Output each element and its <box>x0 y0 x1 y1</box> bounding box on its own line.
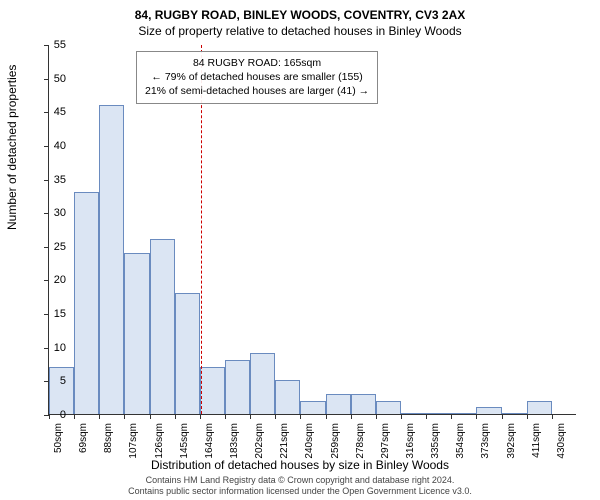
chart-title-main: 84, RUGBY ROAD, BINLEY WOODS, COVENTRY, … <box>0 0 600 22</box>
x-tick-mark <box>351 414 352 419</box>
y-tick-label: 0 <box>26 409 66 421</box>
histogram-bar <box>150 239 175 414</box>
histogram-bar <box>124 253 149 414</box>
histogram-bar <box>451 413 476 414</box>
annotation-line2: ← 79% of detached houses are smaller (15… <box>145 70 369 84</box>
histogram-bar <box>502 413 527 414</box>
histogram-bar <box>200 367 225 414</box>
histogram-bar <box>351 394 376 414</box>
x-tick-mark <box>376 414 377 419</box>
x-tick-mark <box>300 414 301 419</box>
histogram-bar <box>376 401 401 414</box>
y-tick-label: 5 <box>26 375 66 387</box>
x-tick-label: 411sqm <box>531 423 542 458</box>
x-tick-label: 50sqm <box>53 423 64 453</box>
histogram-bar <box>326 394 351 414</box>
x-tick-label: 145sqm <box>179 423 190 459</box>
x-tick-label: 392sqm <box>506 423 517 459</box>
x-tick-mark <box>451 414 452 419</box>
x-tick-mark <box>74 414 75 419</box>
x-tick-label: 88sqm <box>103 423 114 453</box>
x-tick-mark <box>250 414 251 419</box>
footer-line1: Contains HM Land Registry data © Crown c… <box>0 475 600 486</box>
y-tick-label: 45 <box>26 106 66 118</box>
annotation-box: 84 RUGBY ROAD: 165sqm ← 79% of detached … <box>136 51 378 104</box>
y-tick-label: 20 <box>26 274 66 286</box>
x-tick-label: 240sqm <box>304 423 315 459</box>
y-tick-label: 30 <box>26 207 66 219</box>
x-tick-mark <box>401 414 402 419</box>
x-tick-label: 430sqm <box>556 423 567 459</box>
x-tick-mark <box>200 414 201 419</box>
x-tick-mark <box>476 414 477 419</box>
x-tick-mark <box>275 414 276 419</box>
x-tick-label: 316sqm <box>405 423 416 459</box>
annotation-line3: 21% of semi-detached houses are larger (… <box>145 84 369 98</box>
histogram-bar <box>225 360 250 414</box>
chart-area: 50sqm69sqm88sqm107sqm126sqm145sqm164sqm1… <box>48 45 576 415</box>
x-tick-label: 335sqm <box>430 423 441 459</box>
x-tick-mark <box>326 414 327 419</box>
y-axis-label: Number of detached properties <box>5 65 19 230</box>
histogram-bar <box>426 413 451 414</box>
annotation-line1: 84 RUGBY ROAD: 165sqm <box>145 56 369 70</box>
y-tick-label: 35 <box>26 174 66 186</box>
y-tick-label: 15 <box>26 308 66 320</box>
x-tick-label: 164sqm <box>204 423 215 459</box>
histogram-bar <box>476 407 501 414</box>
x-tick-label: 183sqm <box>229 423 240 459</box>
x-axis-label: Distribution of detached houses by size … <box>0 458 600 472</box>
histogram-bar <box>99 105 124 414</box>
x-tick-label: 202sqm <box>254 423 265 459</box>
histogram-bar <box>49 367 74 414</box>
x-tick-label: 373sqm <box>480 423 491 459</box>
x-tick-mark <box>502 414 503 419</box>
x-tick-mark <box>150 414 151 419</box>
footer-line2: Contains public sector information licen… <box>0 486 600 497</box>
x-tick-mark <box>175 414 176 419</box>
x-tick-label: 221sqm <box>279 423 290 459</box>
footer-attribution: Contains HM Land Registry data © Crown c… <box>0 475 600 498</box>
x-tick-mark <box>552 414 553 419</box>
x-tick-label: 126sqm <box>154 423 165 459</box>
histogram-bar <box>250 353 275 414</box>
y-tick-label: 10 <box>26 342 66 354</box>
x-tick-mark <box>426 414 427 419</box>
y-tick-label: 40 <box>26 140 66 152</box>
x-tick-label: 69sqm <box>78 423 89 453</box>
histogram-bar <box>175 293 200 414</box>
histogram-bar <box>401 413 426 414</box>
y-tick-label: 25 <box>26 241 66 253</box>
histogram-bar <box>527 401 552 414</box>
histogram-bar <box>74 192 99 414</box>
x-tick-label: 107sqm <box>128 423 139 459</box>
x-tick-label: 259sqm <box>330 423 341 459</box>
x-tick-label: 354sqm <box>455 423 466 459</box>
x-tick-label: 278sqm <box>355 423 366 459</box>
y-tick-label: 55 <box>26 39 66 51</box>
chart-title-sub: Size of property relative to detached ho… <box>0 22 600 38</box>
x-tick-mark <box>99 414 100 419</box>
x-tick-mark <box>527 414 528 419</box>
histogram-bar <box>300 401 325 414</box>
y-tick-label: 50 <box>26 73 66 85</box>
histogram-bar <box>275 380 300 414</box>
x-tick-mark <box>124 414 125 419</box>
x-tick-mark <box>225 414 226 419</box>
x-tick-label: 297sqm <box>380 423 391 459</box>
